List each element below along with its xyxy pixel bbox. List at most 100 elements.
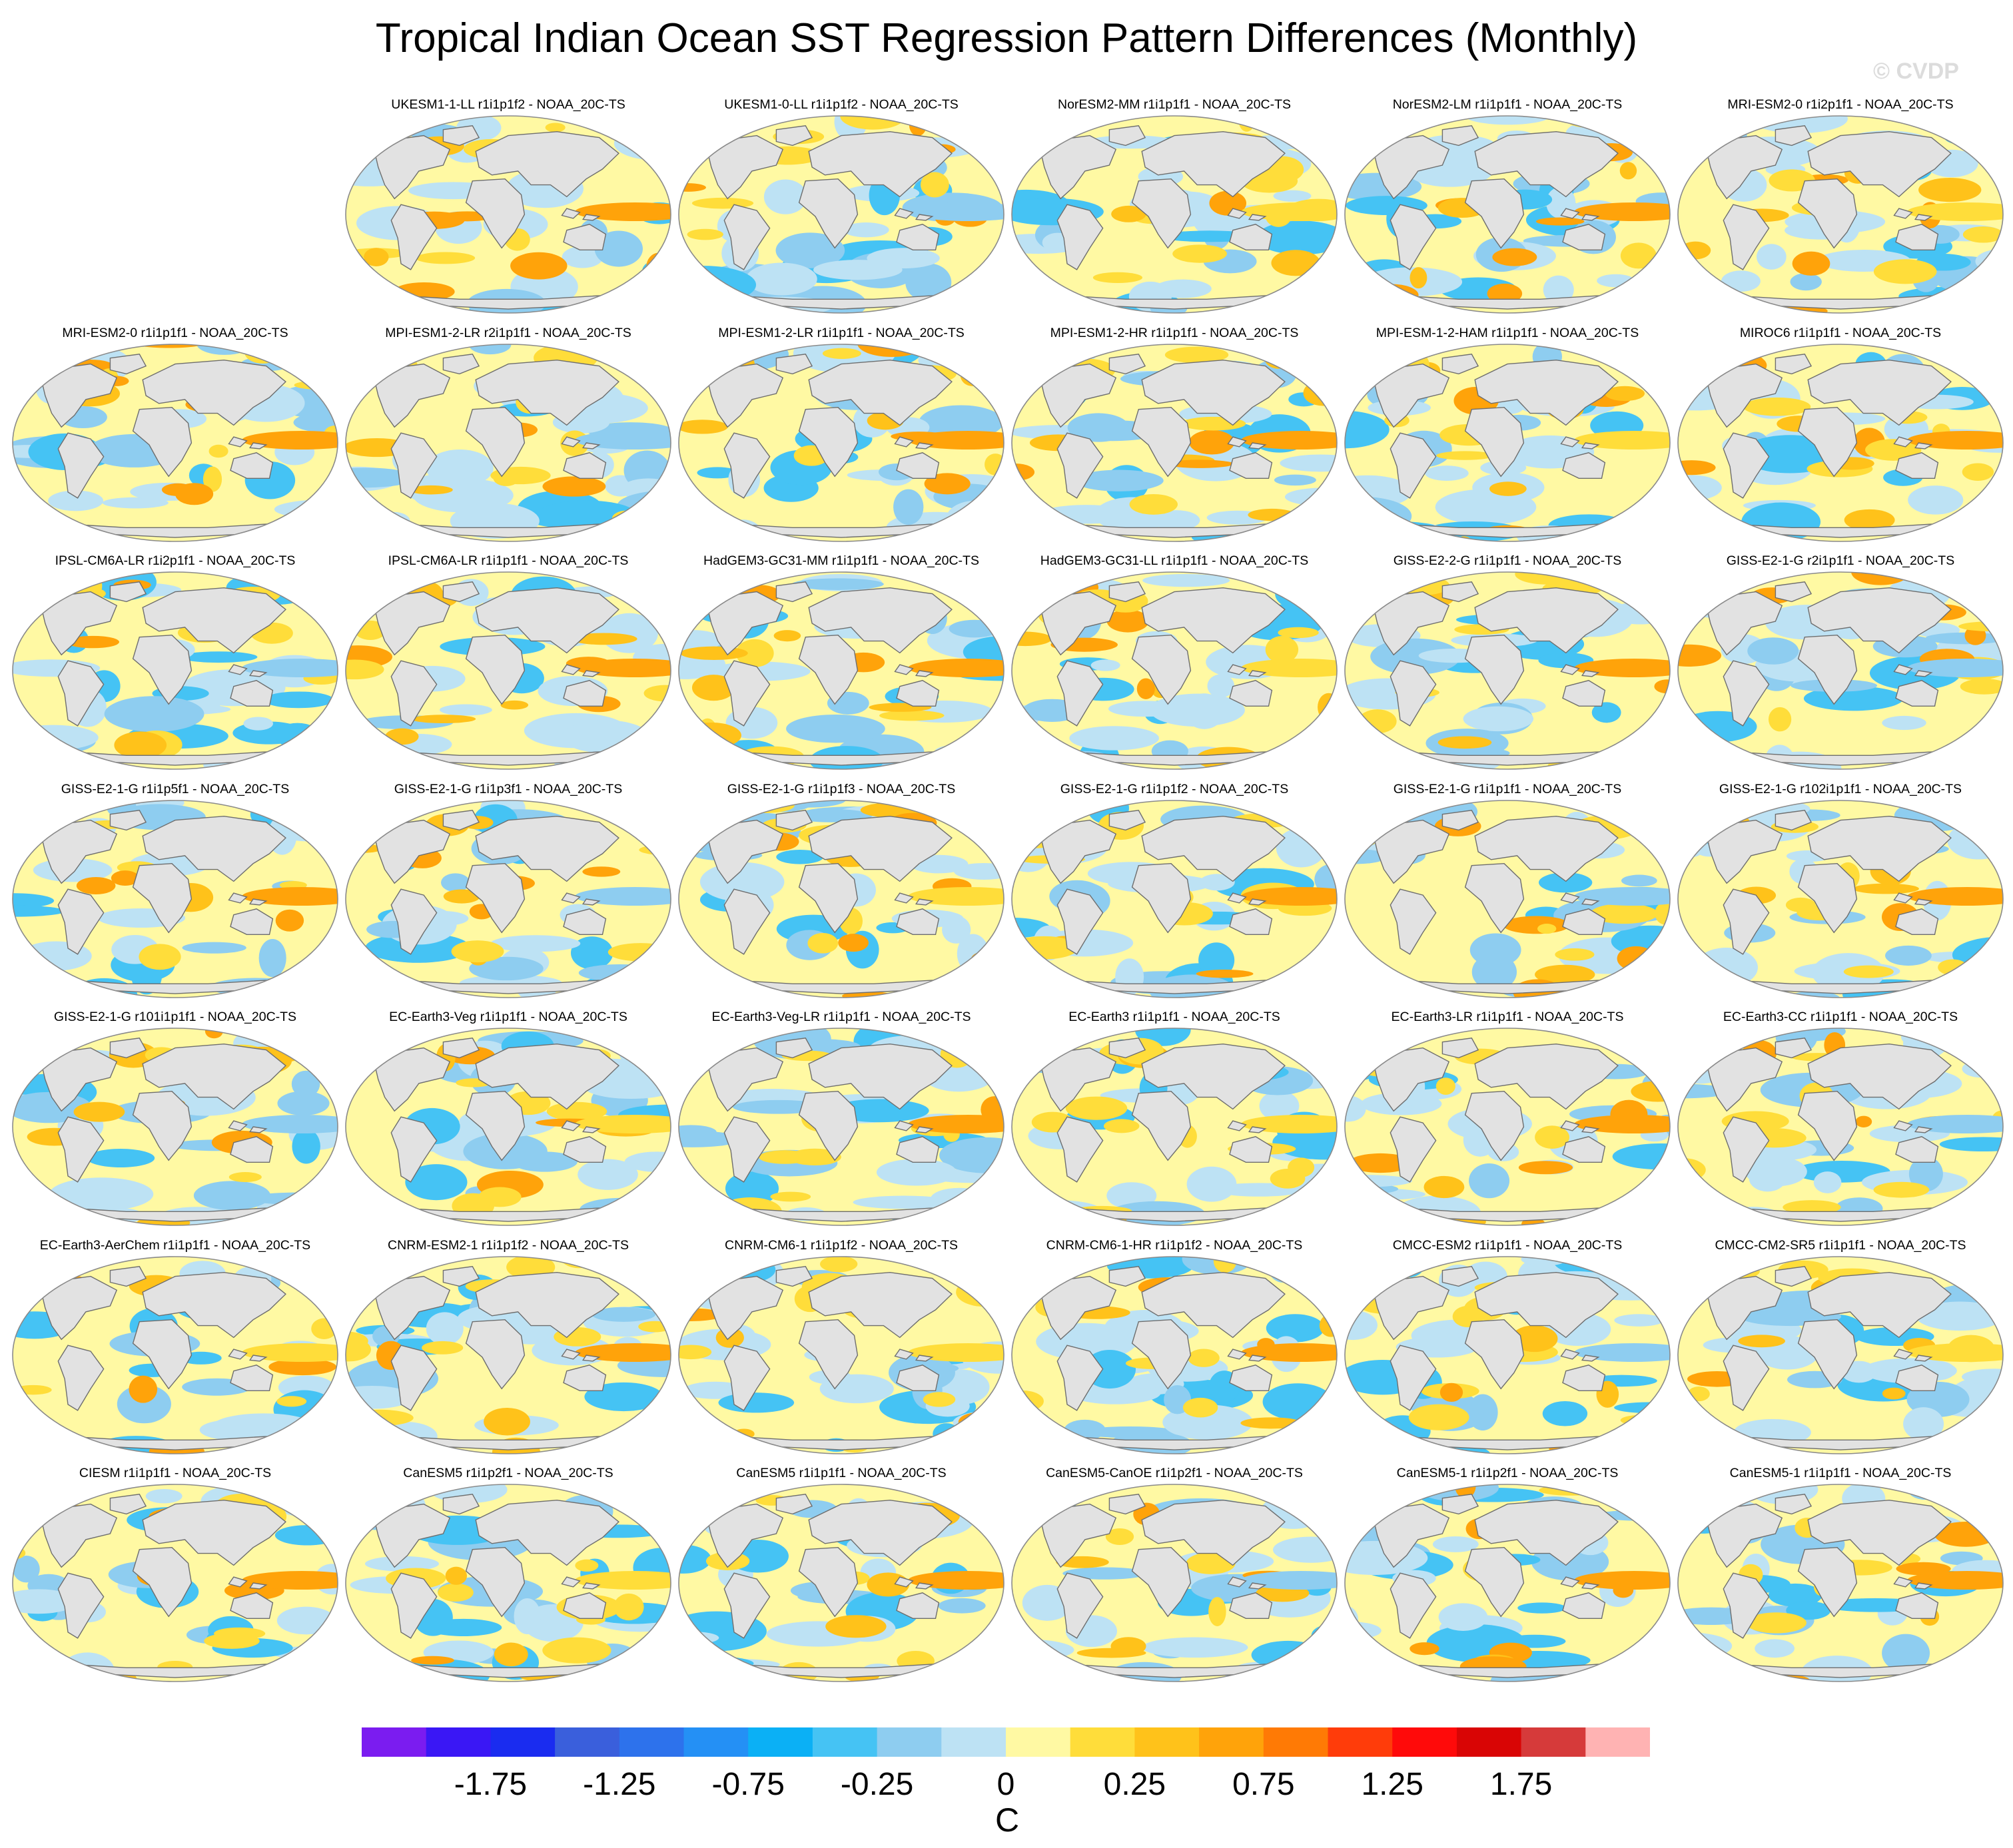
anomaly-warm [570,633,637,645]
landmass [442,1494,480,1515]
anomaly-cool [1678,1263,1741,1275]
sst-map [1677,1484,2004,1682]
landmass [894,1120,914,1131]
anomaly-cool [13,526,63,541]
anomaly-warm [923,1391,956,1407]
anomaly-warm [1296,116,1337,136]
anomaly-warm [1621,1035,1670,1062]
colorbar-swatch [1328,1727,1393,1757]
landmass [1390,1572,1437,1639]
anomaly-cool [1629,800,1670,810]
landmass [1390,1344,1437,1411]
map-panel-grid: UKESM1-1-LL r1i1p1f2 - NOAA_20C-TS UKESM1… [12,97,2004,1682]
anomaly-cool [1586,1484,1670,1499]
sst-map [1677,343,2004,542]
landmass [1056,660,1104,727]
anomaly-warm [1600,750,1631,769]
colorbar-tick-label: 0.75 [1232,1767,1295,1802]
anomaly-warm [1535,217,1585,226]
anomaly-cool [1745,1156,1807,1187]
anomaly-cool [930,1187,989,1210]
landmass [465,406,526,477]
landmass [723,1572,771,1639]
landmass [465,862,526,933]
landmass [723,1344,771,1411]
anomaly-cool [1538,872,1593,892]
landmass [707,819,784,884]
landmass [41,1275,118,1340]
anomaly-warm [1503,915,1570,934]
anomaly-cool [1599,1204,1670,1225]
equatorial-anomaly [1241,659,1337,677]
equatorial-anomaly [575,659,671,677]
anomaly-warm [445,1566,468,1585]
landmass [1707,1047,1783,1112]
anomaly-warm [1678,988,1727,998]
panel-label: MRI-ESM2-0 r1i2p1f1 - NOAA_20C-TS [1727,97,1954,112]
anomaly-warm [1065,1096,1128,1120]
anomaly-cool [1680,344,1737,360]
anomaly-warm [311,1318,337,1339]
landmass [228,1576,248,1588]
anomaly-cool [346,467,415,487]
equatorial-anomaly [1241,1343,1337,1362]
anomaly-cool [1108,701,1182,717]
sst-map [1011,1028,1338,1226]
anomaly-cool [1256,220,1337,255]
sst-map [678,1484,1005,1682]
equatorial-anomaly [1241,202,1337,221]
map-border [1677,1484,2004,1682]
equatorial-anomaly [575,430,671,450]
anomaly-cool [1062,1567,1148,1580]
map-border [1344,343,1671,542]
landmass [1248,670,1267,677]
landmass [1108,353,1146,374]
anomaly-warm [500,700,529,710]
landmass [1914,670,1933,677]
sst-map [1011,571,1338,770]
map-panel: MPI-ESM1-2-HR r1i1p1f1 - NOAA_20C-TS [1010,326,1338,545]
map-border [12,1255,338,1454]
landmass [390,660,438,727]
landmass [1108,581,1146,603]
panel-label: CanESM5-1 r1i1p1f1 - NOAA_20C-TS [1729,1466,1952,1480]
anomaly-cool [946,500,1004,537]
anomaly-warm [1439,1383,1463,1402]
sst-map [345,1484,671,1682]
anomaly-cool [13,905,66,917]
anomaly-cool [1090,659,1120,671]
landmass [390,1344,438,1411]
landmass [1581,1354,1600,1362]
landmass [1141,1499,1286,1566]
anomaly-cool [624,1151,671,1172]
landmass [707,135,784,200]
anomaly-warm [73,1101,125,1122]
landmass [475,1043,619,1110]
anomaly-warm [1263,344,1294,369]
anomaly-warm [1882,1387,1906,1399]
anomaly-cool [40,344,97,362]
anomaly-warm [1409,1642,1439,1656]
anomaly-warm [749,761,770,769]
landmass [582,1582,601,1590]
map-border [1344,1484,1671,1682]
landmass [1893,892,1913,904]
sst-map [678,799,1005,998]
landmass [230,1136,274,1163]
anomaly-cool [592,1307,655,1322]
landmass [1227,208,1247,219]
landmass [582,214,601,221]
anomaly-warm [1590,903,1658,924]
anomaly-warm [687,228,723,240]
landmass [1374,819,1450,884]
anomaly-cool [1152,509,1200,530]
map-border [1677,1255,2004,1454]
anomaly-warm [443,889,480,904]
anomaly-cool [718,1392,795,1412]
anomaly-warm [680,646,748,660]
equatorial-anomaly [908,1115,1004,1133]
anomaly-cool [578,964,661,982]
anomaly-warm [1345,1436,1380,1449]
panel-label: CMCC-CM2-SR5 r1i1p1f1 - NOAA_20C-TS [1715,1237,1966,1253]
anomaly-cool [763,179,807,214]
